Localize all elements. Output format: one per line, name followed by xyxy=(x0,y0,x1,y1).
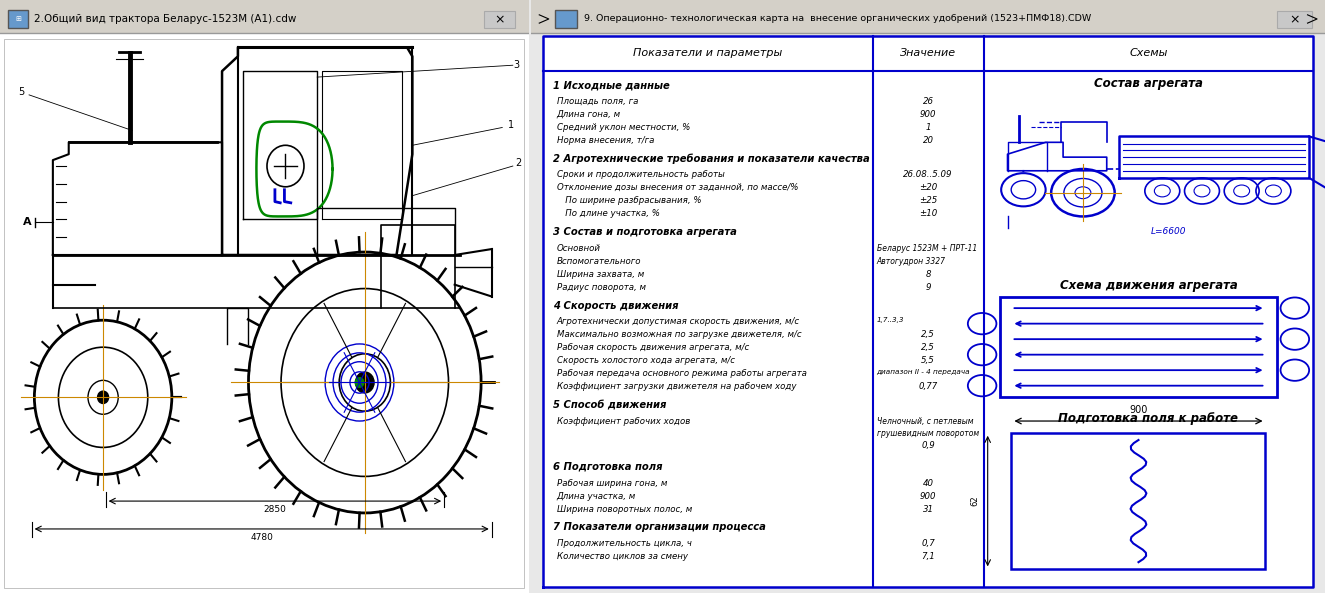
Text: 0,77: 0,77 xyxy=(918,382,938,391)
FancyBboxPatch shape xyxy=(999,296,1277,397)
Text: Длина участка, м: Длина участка, м xyxy=(556,492,636,500)
Text: Вспомогательного: Вспомогательного xyxy=(556,257,641,266)
Text: Рабочая скорость движения агрегата, м/с: Рабочая скорость движения агрегата, м/с xyxy=(556,343,749,352)
Text: Агротехнически допустимая скорость движения, м/с: Агротехнически допустимая скорость движе… xyxy=(556,317,800,326)
Text: 1: 1 xyxy=(925,123,931,132)
Text: 900: 900 xyxy=(1129,405,1147,415)
Text: Беларус 1523М + ПРТ-11: Беларус 1523М + ПРТ-11 xyxy=(877,244,977,253)
FancyBboxPatch shape xyxy=(1011,433,1265,569)
Text: 2,5: 2,5 xyxy=(921,343,935,352)
Text: 31: 31 xyxy=(922,505,934,514)
Text: 4 Скорость движения: 4 Скорость движения xyxy=(553,301,678,311)
FancyBboxPatch shape xyxy=(8,10,28,28)
Text: 1: 1 xyxy=(507,120,514,129)
Text: 20: 20 xyxy=(922,136,934,145)
Text: 9: 9 xyxy=(925,283,931,292)
Text: грушевидным поворотом: грушевидным поворотом xyxy=(877,429,979,438)
Text: 6 Подготовка поля: 6 Подготовка поля xyxy=(553,462,662,472)
Text: Количество циклов за смену: Количество циклов за смену xyxy=(556,552,688,561)
Text: 900: 900 xyxy=(920,492,937,500)
Text: 3 Состав и подготовка агрегата: 3 Состав и подготовка агрегата xyxy=(553,227,737,237)
Text: ×: × xyxy=(494,13,505,26)
FancyBboxPatch shape xyxy=(0,0,529,33)
Text: 7 Показатели организации процесса: 7 Показатели организации процесса xyxy=(553,522,766,533)
Circle shape xyxy=(355,378,364,387)
Text: Схемы: Схемы xyxy=(1129,49,1167,58)
Text: Площадь поля, га: Площадь поля, га xyxy=(556,97,639,106)
Text: 4780: 4780 xyxy=(250,533,273,542)
FancyBboxPatch shape xyxy=(484,11,515,28)
FancyBboxPatch shape xyxy=(531,0,1325,33)
Text: Норма внесения, т/га: Норма внесения, т/га xyxy=(556,136,655,145)
Text: 3: 3 xyxy=(513,60,519,70)
Text: 2,5: 2,5 xyxy=(921,330,935,339)
Text: 26.08..5.09: 26.08..5.09 xyxy=(904,170,953,179)
Text: 5,5: 5,5 xyxy=(921,356,935,365)
Circle shape xyxy=(98,391,109,403)
Text: 5: 5 xyxy=(19,87,24,97)
Text: 1,7..3,3: 1,7..3,3 xyxy=(877,317,904,323)
Text: Средний уклон местности, %: Средний уклон местности, % xyxy=(556,123,690,132)
Text: 5 Способ движения: 5 Способ движения xyxy=(553,400,666,410)
Text: 62: 62 xyxy=(971,496,979,506)
Text: Рабочая передача основного режима работы агрегата: Рабочая передача основного режима работы… xyxy=(556,369,807,378)
Text: ±20: ±20 xyxy=(920,183,937,192)
Text: Ширина захвата, м: Ширина захвата, м xyxy=(556,270,644,279)
Text: Продолжительность цикла, ч: Продолжительность цикла, ч xyxy=(556,539,692,548)
Text: ⊞: ⊞ xyxy=(15,16,21,22)
Text: Основной: Основной xyxy=(556,244,600,253)
Text: 8: 8 xyxy=(925,270,931,279)
Text: 2850: 2850 xyxy=(264,505,286,514)
Text: 9. Операционно- технологическая карта на  внесение органических удобрений (1523+: 9. Операционно- технологическая карта на… xyxy=(584,14,1090,24)
FancyBboxPatch shape xyxy=(0,34,529,593)
Text: 26: 26 xyxy=(922,97,934,106)
Text: Коэффициент загрузки движетеля на рабочем ходу: Коэффициент загрузки движетеля на рабоче… xyxy=(556,382,796,391)
Text: Коэффициент рабочих ходов: Коэффициент рабочих ходов xyxy=(556,417,690,426)
Text: 0,7: 0,7 xyxy=(921,539,935,548)
Text: 900: 900 xyxy=(920,110,937,119)
Text: A: A xyxy=(23,218,32,227)
Text: Максимально возможная по загрузке движетеля, м/с: Максимально возможная по загрузке движет… xyxy=(556,330,802,339)
Text: Скорость холостого хода агрегата, м/с: Скорость холостого хода агрегата, м/с xyxy=(556,356,735,365)
Text: Значение: Значение xyxy=(900,49,957,58)
Text: Челночный, с петлевым: Челночный, с петлевым xyxy=(877,417,973,426)
Text: диапазон II - 4 передача: диапазон II - 4 передача xyxy=(877,369,970,375)
Text: 7,1: 7,1 xyxy=(921,552,935,561)
Text: Сроки и продолжительность работы: Сроки и продолжительность работы xyxy=(556,170,725,179)
Text: 2 Агротехнические требования и показатели качества: 2 Агротехнические требования и показател… xyxy=(553,154,869,164)
Text: Схема движения агрегата: Схема движения агрегата xyxy=(1060,279,1238,292)
Text: Подготовка поля к работе: Подготовка поля к работе xyxy=(1059,412,1239,425)
FancyBboxPatch shape xyxy=(543,36,1313,587)
Text: 1 Исходные данные: 1 Исходные данные xyxy=(553,80,669,90)
Text: Отклонение дозы внесения от заданной, по массе/%: Отклонение дозы внесения от заданной, по… xyxy=(556,183,798,192)
Text: Радиус поворота, м: Радиус поворота, м xyxy=(556,283,645,292)
Text: По ширине разбрасывания, %: По ширине разбрасывания, % xyxy=(556,196,701,205)
Text: Длина гона, м: Длина гона, м xyxy=(556,110,621,119)
FancyBboxPatch shape xyxy=(555,10,578,28)
FancyBboxPatch shape xyxy=(1276,11,1312,28)
Circle shape xyxy=(355,372,374,393)
Text: 40: 40 xyxy=(922,479,934,487)
Text: Автогудрон 3327: Автогудрон 3327 xyxy=(877,257,946,266)
Text: По длине участка, %: По длине участка, % xyxy=(556,209,660,218)
Text: 2.Общий вид трактора Беларус-1523М (А1).cdw: 2.Общий вид трактора Беларус-1523М (А1).… xyxy=(34,14,297,24)
Text: Показатели и параметры: Показатели и параметры xyxy=(633,49,783,58)
Text: Ширина поворотных полос, м: Ширина поворотных полос, м xyxy=(556,505,692,514)
Text: ±10: ±10 xyxy=(920,209,937,218)
Text: 2: 2 xyxy=(515,158,522,168)
Text: 0,9: 0,9 xyxy=(921,441,935,449)
Text: ×: × xyxy=(1289,13,1300,26)
Text: Состав агрегата: Состав агрегата xyxy=(1094,77,1203,90)
Text: ±25: ±25 xyxy=(920,196,937,205)
Text: Рабочая ширина гона, м: Рабочая ширина гона, м xyxy=(556,479,666,487)
Text: L=6600: L=6600 xyxy=(1150,227,1186,236)
